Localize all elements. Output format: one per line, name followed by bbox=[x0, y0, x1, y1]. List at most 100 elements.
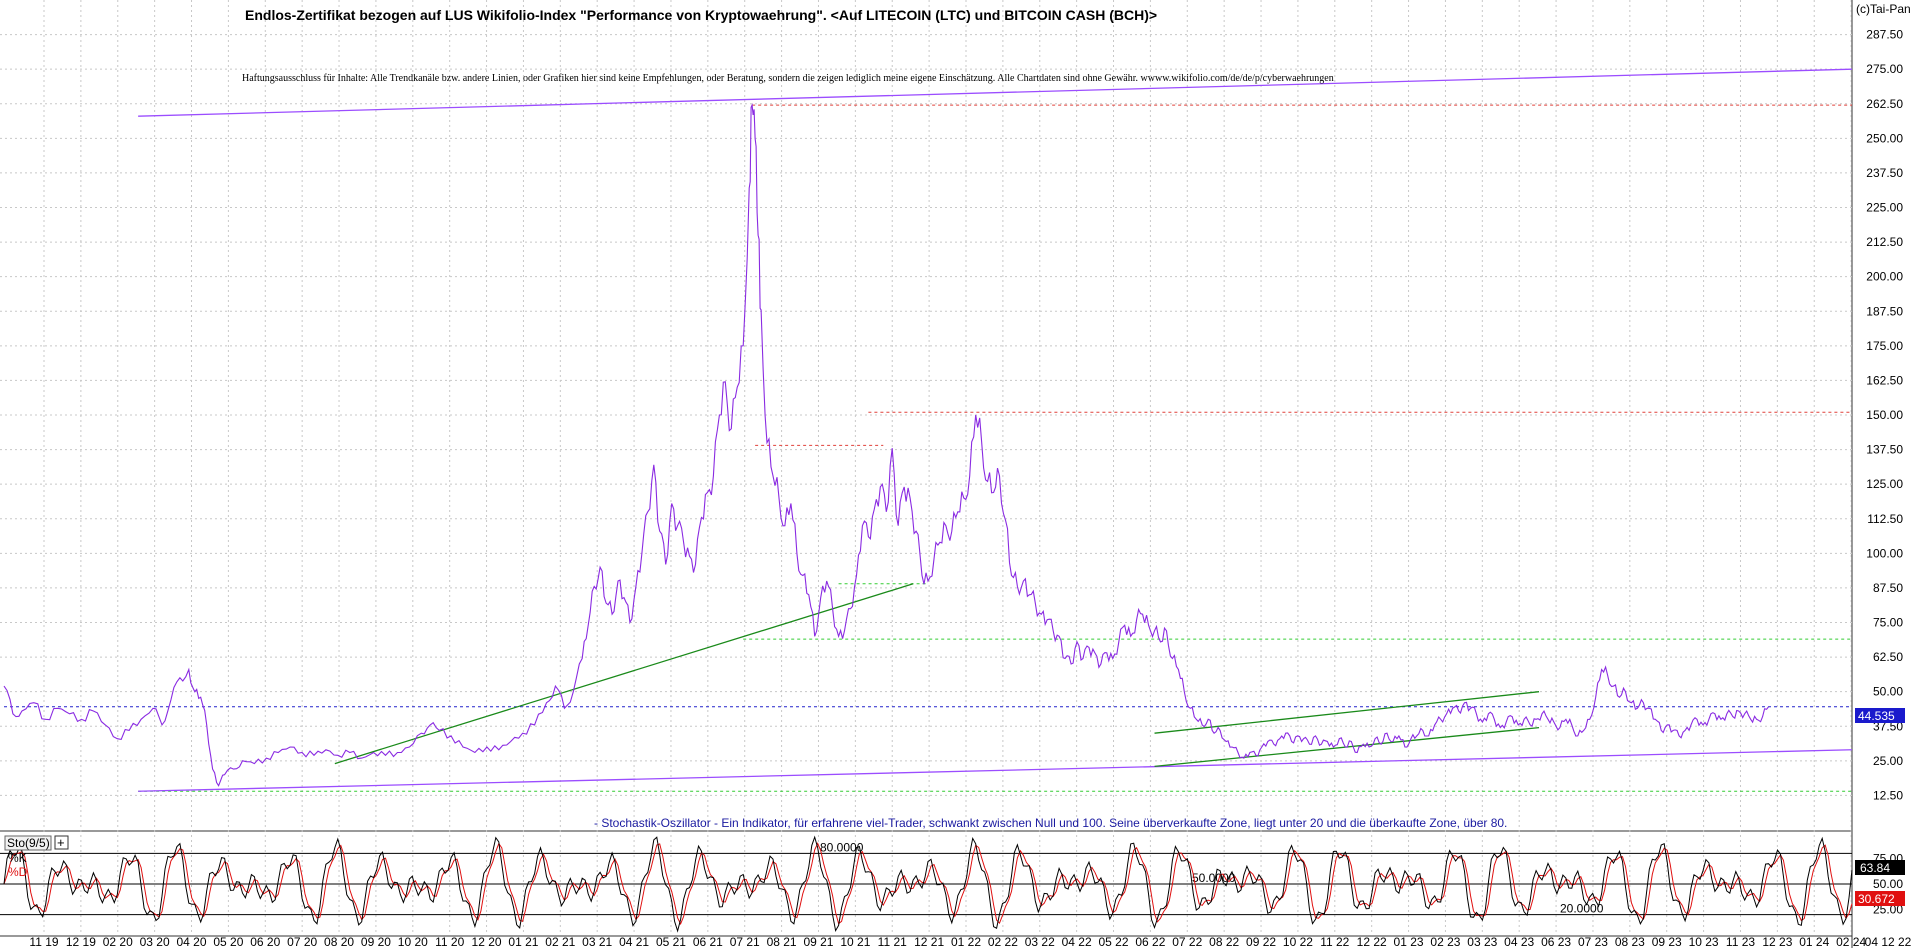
x-tick-label: 11 19 bbox=[29, 935, 58, 948]
x-tick-label: 12 20 bbox=[472, 935, 502, 948]
x-tick-label: 04 23 bbox=[1504, 935, 1534, 948]
chart-title: Endlos-Zertifikat bezogen auf LUS Wikifo… bbox=[245, 7, 1157, 23]
x-tick-label: 09 21 bbox=[803, 935, 833, 948]
d-last-badge: 30.672 bbox=[1855, 891, 1905, 906]
x-tick-label: 01 21 bbox=[508, 935, 538, 948]
price-tick-label: 200.00 bbox=[1866, 270, 1903, 284]
price-tick-label: 150.00 bbox=[1866, 408, 1903, 422]
x-tick-label: 08 20 bbox=[324, 935, 354, 948]
stochastic-level-label: 50.0000 bbox=[1192, 871, 1236, 885]
x-tick-label: 05 22 bbox=[1099, 935, 1129, 948]
price-tick-label: 250.00 bbox=[1866, 131, 1903, 145]
x-tick-label: 04 20 bbox=[177, 935, 207, 948]
k-last-badge-bg bbox=[1855, 860, 1905, 875]
k-last-badge: 63.84 bbox=[1855, 860, 1905, 875]
x-tick-label: 02 20 bbox=[103, 935, 133, 948]
x-tick-label: 08 23 bbox=[1615, 935, 1645, 948]
x-tick-label: 04 21 bbox=[619, 935, 649, 948]
x-tick-label: 11 22 bbox=[1320, 935, 1349, 948]
x-tick-label: 12 23 bbox=[1762, 935, 1792, 948]
d-last-badge-bg bbox=[1855, 891, 1905, 906]
stochastic-level-label: 20.0000 bbox=[1560, 902, 1604, 916]
x-tick-label: 01 23 bbox=[1394, 935, 1424, 948]
stochastic-title-box bbox=[4, 835, 52, 851]
price-tick-label: 112.50 bbox=[1867, 512, 1903, 526]
trendline-purple bbox=[138, 749, 1853, 792]
trendline-green bbox=[1154, 691, 1540, 734]
price-tick-label: 62.50 bbox=[1873, 650, 1903, 664]
stochastic-panel: 80.0000 50.0000 20.0000 bbox=[0, 835, 1853, 933]
price-tick-label: 100.00 bbox=[1866, 546, 1903, 560]
price-tick-label: 212.50 bbox=[1866, 235, 1903, 249]
x-tick-label: 08 22 bbox=[1209, 935, 1239, 948]
price-tick-label: 175.00 bbox=[1866, 339, 1903, 353]
x-tick-label: 07 23 bbox=[1578, 935, 1608, 948]
grid bbox=[0, 0, 1853, 948]
plus-icon: + bbox=[57, 835, 65, 850]
d-last-value: 30.672 bbox=[1858, 892, 1895, 906]
legend-k: %K bbox=[8, 851, 27, 865]
x-tick-label: 10 23 bbox=[1689, 935, 1719, 948]
x-tick-label: 12 21 bbox=[914, 935, 944, 948]
last-price-badge-bg bbox=[1855, 708, 1905, 723]
price-tick-label: 12.50 bbox=[1873, 788, 1903, 802]
x-tick-label: 07 22 bbox=[1172, 935, 1202, 948]
x-tick-label: 12 22 bbox=[1357, 935, 1387, 948]
disclaimer: Haftungsausschluss für Inhalte: Alle Tre… bbox=[242, 73, 1334, 84]
x-tick-label: 03 22 bbox=[1025, 935, 1055, 948]
x-tick-label: 09 23 bbox=[1652, 935, 1682, 948]
price-tick-label: 125.00 bbox=[1866, 477, 1903, 491]
price-panel bbox=[3, 68, 1853, 792]
x-tick-label: 07 20 bbox=[287, 935, 317, 948]
stochastic-title: Sto(9/5) bbox=[7, 836, 50, 850]
last-price-value: 44.535 bbox=[1858, 709, 1895, 723]
x-tick-label: 05 21 bbox=[656, 935, 686, 948]
x-tick-label: 11 21 bbox=[878, 935, 907, 948]
x-tick-label: 01 24 bbox=[1799, 935, 1829, 948]
x-tick-label: 03 20 bbox=[140, 935, 170, 948]
x-tick-label: 08 21 bbox=[767, 935, 797, 948]
k-last-value: 63.84 bbox=[1860, 861, 1890, 875]
stochastic-level-label: 80.0000 bbox=[820, 840, 864, 854]
last-price-badge: 44.535 bbox=[1855, 708, 1905, 723]
copyright-label: (c)Tai-Pan bbox=[1856, 2, 1911, 16]
x-tick-label: 11 23 bbox=[1726, 935, 1755, 948]
x-tick-label: 10 22 bbox=[1283, 935, 1313, 948]
x-tick-label: 04 12 22 bbox=[1865, 935, 1912, 948]
price-tick-label: 187.50 bbox=[1866, 304, 1903, 318]
x-tick-label: 09 22 bbox=[1246, 935, 1276, 948]
price-tick-label: 75.00 bbox=[1873, 616, 1903, 630]
x-tick-label: 10 21 bbox=[840, 935, 870, 948]
x-tick-label: 02 22 bbox=[988, 935, 1018, 948]
price-tick-label: 275.00 bbox=[1866, 62, 1903, 76]
price-tick-label: 87.50 bbox=[1873, 581, 1903, 595]
x-tick-label: 11 20 bbox=[435, 935, 464, 948]
stochastic-legend: Sto(9/5) + %K %D bbox=[4, 835, 69, 879]
trendline-green bbox=[334, 583, 914, 765]
axes: 12.5025.0037.5050.0062.5075.0087.50100.0… bbox=[29, 28, 1911, 948]
x-tick-label: 06 21 bbox=[693, 935, 723, 948]
legend-d: %D bbox=[8, 865, 28, 879]
x-tick-label: 12 19 bbox=[66, 935, 96, 948]
stochastic-k-line bbox=[3, 835, 1853, 933]
expand-button[interactable] bbox=[54, 835, 69, 850]
x-tick-label: 10 20 bbox=[398, 935, 428, 948]
price-tick-label: 262.50 bbox=[1866, 97, 1903, 111]
x-tick-label: 03 21 bbox=[582, 935, 612, 948]
x-tick-label: 07 21 bbox=[730, 935, 760, 948]
x-tick-label: 02 24 bbox=[1836, 935, 1866, 948]
x-tick-label: 03 23 bbox=[1467, 935, 1497, 948]
price-series-line bbox=[3, 103, 1769, 787]
x-tick-label: 02 23 bbox=[1430, 935, 1460, 948]
price-tick-label: 225.00 bbox=[1866, 201, 1903, 215]
price-tick-label: 50.00 bbox=[1873, 685, 1903, 699]
price-tick-label: 25.00 bbox=[1873, 754, 1903, 768]
price-tick-label: 137.50 bbox=[1866, 443, 1903, 457]
x-tick-label: 05 20 bbox=[213, 935, 243, 948]
price-tick-label: 237.50 bbox=[1866, 166, 1903, 180]
x-tick-label: 09 20 bbox=[361, 935, 391, 948]
x-tick-label: 06 23 bbox=[1541, 935, 1571, 948]
x-tick-label: 01 22 bbox=[951, 935, 981, 948]
x-tick-label: 02 21 bbox=[545, 935, 575, 948]
